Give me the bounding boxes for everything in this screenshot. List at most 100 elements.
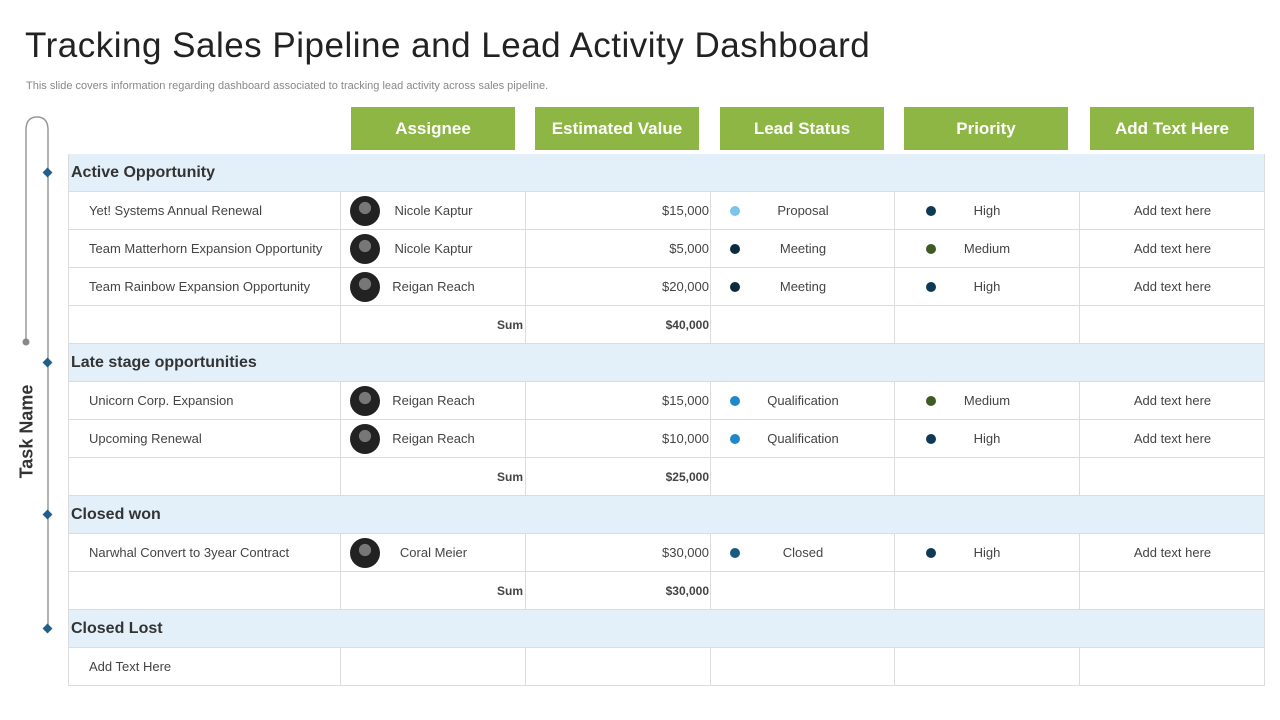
avatar [350,424,380,454]
priority-dot [926,548,936,558]
table-cell [526,306,711,344]
table-cell [895,192,1080,230]
assignee: Nicole Kaptur [394,241,473,256]
table-cell [895,420,1080,458]
table-cell [1080,572,1265,610]
column-header: Estimated Value [535,107,699,150]
priority: High [973,545,1001,560]
table-cell [711,382,895,420]
table-cell [526,572,711,610]
estimated-value: $30,000 [662,545,709,560]
estimated-value: $15,000 [662,203,709,218]
table-cell [341,230,526,268]
task-name: Unicorn Corp. Expansion [89,393,234,408]
task-name: Team Matterhorn Expansion Opportunity [89,241,323,256]
table-cell [1080,306,1265,344]
table-cell [711,230,895,268]
table-cell [895,648,1080,686]
table-cell [1080,230,1265,268]
sum-label: Sum [496,470,523,484]
table-cell [711,268,895,306]
title: Tracking Sales Pipeline and Lead Activit… [25,26,871,65]
table-cell [68,306,341,344]
avatar [350,196,380,226]
sum-value: $30,000 [665,584,709,598]
table-cell [711,648,895,686]
table-cell [526,420,711,458]
estimated-value: $15,000 [662,393,709,408]
group-header: Active Opportunity [68,154,1265,192]
task-name: Yet! Systems Annual Renewal [89,203,262,218]
table-cell [68,230,341,268]
lead-status: Qualification [767,431,839,446]
table-cell [526,648,711,686]
task-name: Upcoming Renewal [89,431,202,446]
avatar [350,386,380,416]
priority: Medium [963,393,1011,408]
timeline-marker [42,623,53,634]
status-dot [730,548,740,558]
lead-status: Meeting [779,241,827,256]
table-cell [1080,458,1265,496]
status-dot [730,282,740,292]
timeline-marker [42,167,53,178]
table-cell [341,382,526,420]
lead-status: Proposal [777,203,829,218]
note: Add text here [1133,545,1212,560]
table-cell [895,572,1080,610]
estimated-value: $10,000 [662,431,709,446]
table-cell [895,382,1080,420]
priority-dot [926,206,936,216]
timeline-end [22,338,30,346]
timeline-marker [42,509,53,520]
table-cell [895,268,1080,306]
timeline [22,116,53,634]
table-cell [341,572,526,610]
group-header: Closed Lost [68,610,1265,648]
assignee: Nicole Kaptur [394,203,473,218]
timeline-line [25,116,49,632]
table-cell [895,230,1080,268]
table-cell [68,534,341,572]
estimated-value: $5,000 [669,241,709,256]
group-header: Late stage opportunities [68,344,1265,382]
task-name: Narwhal Convert to 3year Contract [89,545,290,560]
column-header: Assignee [351,107,515,150]
note: Add text here [1133,431,1212,446]
table-cell [341,192,526,230]
priority-dot [926,434,936,444]
column-header: Priority [904,107,1068,150]
column-header: Lead Status [720,107,884,150]
table-cell [1080,534,1265,572]
table-cell [526,268,711,306]
note: Add text here [1133,203,1212,218]
assignee: Reigan Reach [392,393,475,408]
lead-status: Meeting [779,279,827,294]
task-name: Team Rainbow Expansion Opportunity [89,279,311,294]
status-dot [730,396,740,406]
table-cell [526,534,711,572]
table-cell [341,420,526,458]
table-cell [526,382,711,420]
task-name: Add Text Here [89,659,172,674]
table-cell [1080,648,1265,686]
timeline-marker [42,357,53,368]
table-cell [68,192,341,230]
priority: High [973,431,1001,446]
group-header: Closed won [68,496,1265,534]
table-cell [68,572,341,610]
table-cell [711,534,895,572]
sum-value: $25,000 [665,470,709,484]
table-cell [341,306,526,344]
table-cell [341,268,526,306]
note: Add text here [1133,393,1212,408]
table-cell [68,420,341,458]
side-label: Task Name [16,384,37,479]
priority-dot [926,244,936,254]
table-cell [1080,382,1265,420]
priority: High [973,279,1001,294]
sum-label: Sum [496,318,523,332]
table-cell [1080,192,1265,230]
table-cell [1080,268,1265,306]
lead-status: Qualification [767,393,839,408]
